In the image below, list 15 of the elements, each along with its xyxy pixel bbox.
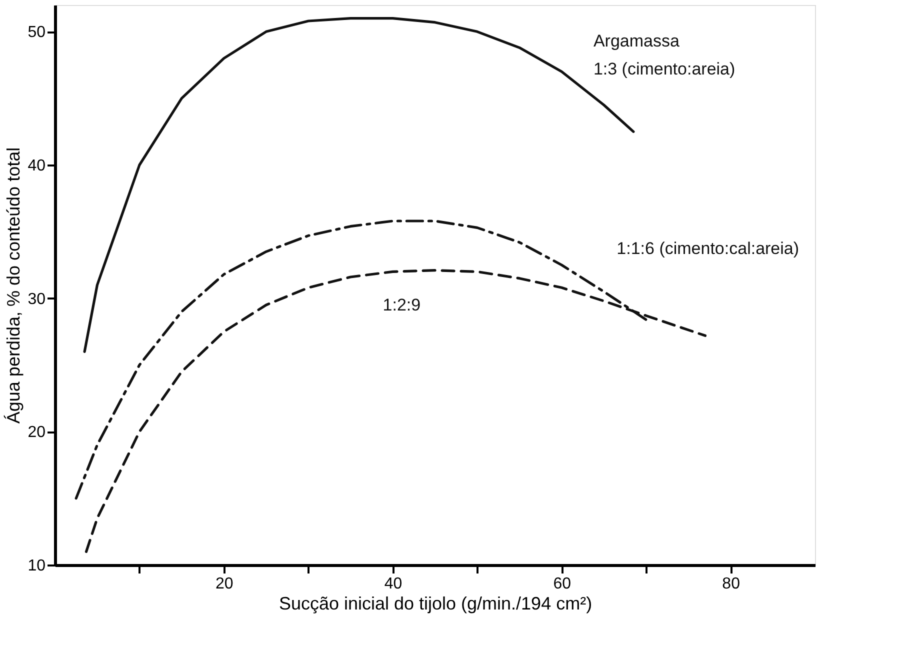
y-tick-label: 50: [28, 24, 46, 42]
y-axis-title: Água perdida, % do conteúdo total: [4, 147, 24, 424]
series-label: 1:2:9: [382, 296, 421, 315]
x-tick-label: 80: [722, 576, 740, 592]
y-tick-label: 20: [28, 424, 46, 442]
y-tick-label: 30: [28, 290, 46, 308]
series-label: 1:3 (cimento:areia): [593, 60, 736, 79]
x-tick-label: 60: [553, 576, 572, 592]
x-tick-label: 40: [384, 576, 402, 592]
x-axis-title: Sucção inicial do tijolo (g/min./194 cm²): [278, 594, 592, 614]
y-tick-label: 40: [28, 158, 46, 174]
annotation: Argamassa: [593, 32, 680, 51]
text: 1:1:6 (cimento:cal:areia): [616, 239, 800, 258]
x-tick-label: 20: [215, 576, 234, 592]
y-tick-label: 10: [28, 558, 46, 574]
